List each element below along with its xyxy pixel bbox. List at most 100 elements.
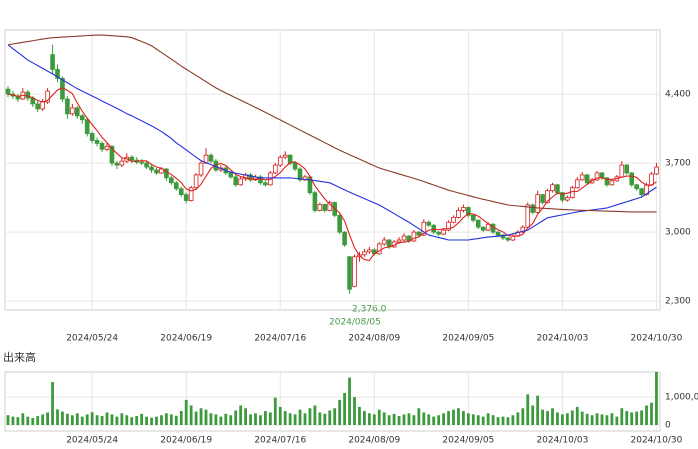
candle-body (461, 207, 466, 211)
y-tick-label: 1,000,000 (665, 393, 698, 403)
volume-bar (328, 410, 332, 425)
candle-body (154, 169, 159, 174)
volume-bar (184, 399, 188, 425)
volume-bar (630, 412, 634, 425)
volume-bar (80, 416, 84, 425)
volume-bar (447, 411, 450, 425)
volume-bar (417, 408, 421, 425)
volume-bar (160, 415, 163, 425)
volume-bar (75, 413, 79, 425)
candle-body (535, 194, 540, 213)
candle-body (565, 197, 570, 201)
volume-bar (189, 405, 193, 425)
volume-bar (565, 413, 569, 425)
candle-body (456, 210, 461, 218)
volume-bar (249, 414, 252, 425)
volume-bar (120, 413, 124, 425)
y-tick-label: 0 (665, 421, 671, 431)
volume-bar (219, 416, 223, 425)
x-tick-label: 2024/08/09 (348, 436, 400, 446)
volume-bar (293, 414, 297, 425)
candle-body (545, 190, 550, 203)
volume-bar (174, 415, 178, 425)
volume-bar (169, 414, 173, 425)
volume-bar (546, 411, 549, 425)
candle-body (411, 231, 417, 242)
volume-bar (259, 415, 262, 425)
volume-bar (224, 413, 228, 425)
candle-body (570, 187, 575, 199)
volume-bar (496, 417, 500, 425)
candle-body (65, 98, 70, 115)
volume-bar (21, 413, 25, 425)
volume-bar (110, 414, 114, 425)
candle-body (649, 173, 654, 186)
volume-bar (338, 399, 342, 425)
candle-body (381, 239, 387, 245)
volume-title: 出来高 (3, 350, 36, 364)
candle-body (594, 172, 600, 181)
candle-body (193, 174, 199, 189)
volume-bar (491, 415, 495, 425)
candle-body (188, 187, 194, 201)
candle-body (287, 154, 293, 164)
candle-body (277, 156, 283, 166)
volume-bar (66, 413, 69, 425)
volume-bar (620, 408, 624, 425)
volume-bar (506, 417, 510, 425)
volume-bar (244, 408, 247, 425)
volume-bar (31, 418, 35, 425)
y-tick-label: 3,700 (665, 159, 691, 169)
candle-body (149, 166, 154, 171)
volume-bar (635, 411, 639, 425)
volume-bar (442, 413, 445, 425)
volume-bar (179, 411, 183, 425)
volume-bar (85, 414, 89, 425)
candle-body (75, 107, 80, 117)
volume-bar (46, 412, 49, 425)
volume-bar (471, 414, 475, 425)
candle-body (94, 140, 100, 144)
volume-bar (625, 411, 629, 425)
candle-body (401, 235, 407, 241)
x-tick-label: 2024/10/03 (536, 436, 588, 446)
volume-bar (264, 411, 267, 425)
candle-body (540, 194, 545, 203)
candle-body (639, 188, 644, 196)
candle-body (248, 174, 253, 181)
volume-bar (570, 410, 574, 425)
y-tick-label: 4,400 (665, 90, 691, 100)
candle-body (178, 188, 184, 196)
volume-bar (51, 382, 54, 425)
candle-body (84, 119, 90, 134)
volume-bar (452, 409, 455, 425)
volume-bar (585, 413, 589, 425)
x-tick-label: 2024/09/05 (442, 436, 494, 446)
price-panel (4, 29, 661, 311)
volume-bar (457, 408, 460, 425)
volume-bar (526, 394, 530, 425)
volume-bar (36, 416, 40, 425)
candle-body (347, 256, 352, 290)
volume-bar (323, 413, 327, 425)
candle-body (129, 156, 135, 161)
candle-body (198, 162, 204, 176)
candle-body (624, 164, 630, 174)
candle-body (282, 154, 288, 158)
candle-body (604, 177, 610, 186)
volume-bar (343, 392, 346, 425)
candle-body (292, 162, 298, 170)
candle-body (436, 231, 441, 235)
candle-body (104, 145, 110, 150)
candle-body (164, 168, 169, 179)
volume-bar (363, 411, 366, 425)
volume-bar (610, 413, 614, 425)
volume-bar (655, 372, 658, 425)
volume-bar (556, 412, 559, 425)
candle-body (451, 216, 456, 223)
y-tick-label: 3,000 (665, 228, 691, 238)
volume-bar (155, 416, 158, 425)
candle-body (114, 162, 120, 166)
volume-bar (150, 417, 153, 425)
volume-bar (358, 406, 361, 425)
